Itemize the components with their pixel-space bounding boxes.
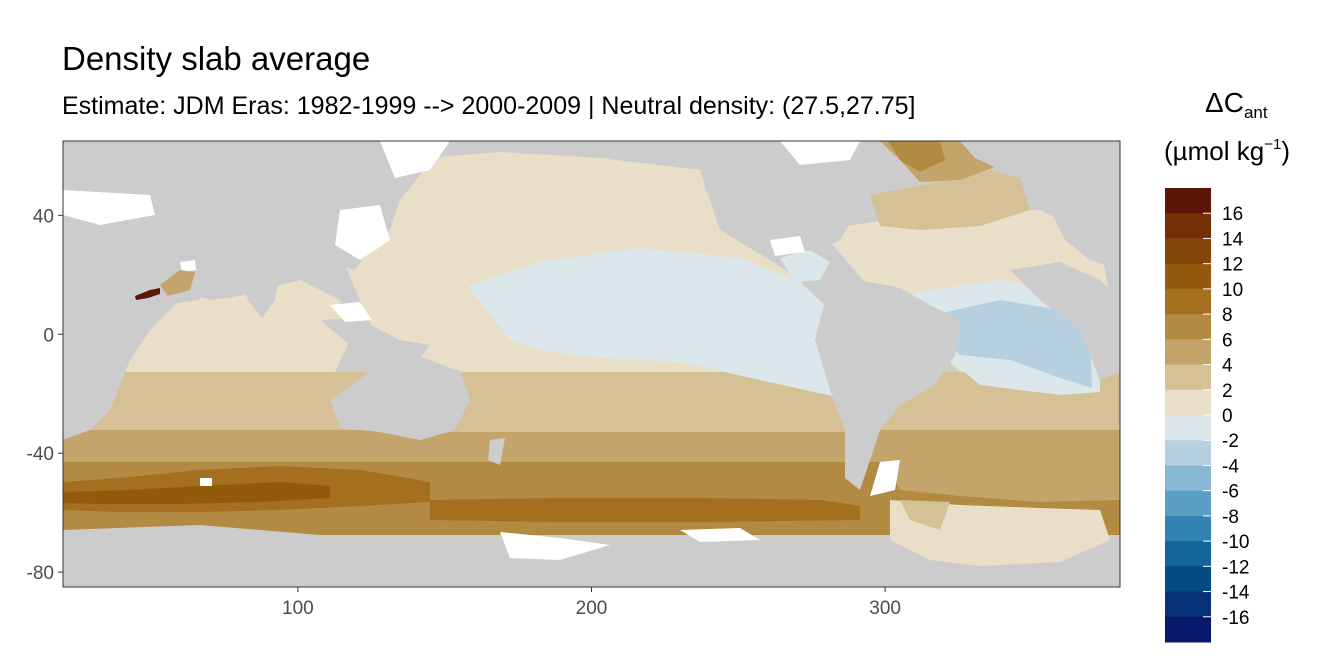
legend-title: ΔCant bbox=[1205, 87, 1268, 122]
legend-label: 12 bbox=[1222, 255, 1243, 276]
west-africa-land bbox=[1010, 262, 1120, 380]
map-panel bbox=[63, 141, 1120, 587]
no-data-antarctic-coast bbox=[680, 528, 760, 542]
south-pacific-subtropics bbox=[440, 378, 850, 432]
legend-label: -4 bbox=[1222, 456, 1239, 477]
y-tick-label: 40 bbox=[33, 206, 54, 227]
legend-color-swatch bbox=[1165, 490, 1211, 517]
legend-color-swatch bbox=[1165, 415, 1211, 441]
australia-land bbox=[330, 362, 470, 440]
legend-color-swatch bbox=[1165, 339, 1211, 366]
legend-color-swatch bbox=[1165, 541, 1211, 567]
no-data-arctic bbox=[380, 141, 450, 178]
no-data-persian-gulf bbox=[180, 260, 196, 272]
y-tick-label: -40 bbox=[27, 444, 54, 465]
chart-title: Density slab average bbox=[62, 40, 371, 77]
no-data-southern-island bbox=[200, 478, 212, 486]
legend-label: -12 bbox=[1222, 557, 1249, 578]
legend-label: 10 bbox=[1222, 280, 1243, 301]
no-data-indonesia bbox=[330, 302, 372, 322]
legend-color-swatch bbox=[1165, 188, 1211, 214]
x-axis: 100 200 300 bbox=[282, 587, 901, 619]
new-zealand-land bbox=[488, 438, 505, 465]
legend-color-swatch bbox=[1165, 566, 1211, 593]
y-tick-label: -80 bbox=[27, 563, 54, 584]
no-data-gulf-of-mexico bbox=[770, 236, 805, 256]
legend-color-swatch bbox=[1165, 465, 1211, 492]
x-tick-label: 100 bbox=[282, 598, 314, 619]
legend-label: 8 bbox=[1222, 305, 1233, 326]
no-data-hudson bbox=[780, 141, 860, 165]
legend-color-swatch bbox=[1165, 364, 1211, 391]
legend-labels: 16 14 12 10 8 6 4 2 0 -2 -4 -6 -8 -10 -12 -14 -16 bbox=[1203, 204, 1250, 629]
legend-label: 16 bbox=[1222, 204, 1243, 225]
legend-label: 0 bbox=[1222, 406, 1233, 427]
north-atlantic-labrador-core bbox=[888, 141, 945, 172]
no-data-ross-sea bbox=[500, 532, 610, 560]
south-america-land bbox=[815, 280, 960, 490]
legend-color-swatch bbox=[1165, 389, 1211, 416]
north-atlantic-subpolar bbox=[870, 170, 1030, 230]
legend-label: -16 bbox=[1222, 608, 1249, 629]
legend-label: -2 bbox=[1222, 431, 1239, 452]
maritime-continent bbox=[320, 318, 430, 358]
north-america-land bbox=[700, 141, 880, 252]
legend-color-swatch bbox=[1165, 238, 1211, 265]
weddell-sea bbox=[890, 500, 1110, 566]
argentine-basin bbox=[880, 436, 1120, 502]
india-land bbox=[240, 270, 280, 318]
legend-label: 6 bbox=[1222, 330, 1233, 351]
no-data-sea-of-okhotsk bbox=[335, 205, 390, 260]
legend-label: 14 bbox=[1222, 229, 1244, 250]
atlantic-tropical-negative bbox=[920, 300, 1092, 388]
legend-color-swatch bbox=[1165, 263, 1211, 290]
legend-label: -6 bbox=[1222, 482, 1239, 503]
no-data-weddell bbox=[870, 460, 900, 496]
legend-color-swatch bbox=[1165, 288, 1211, 315]
legend-color-swatch bbox=[1165, 213, 1211, 239]
pacific-sector-core bbox=[430, 498, 860, 522]
weddell-sea-inner bbox=[900, 500, 950, 530]
asia-land bbox=[180, 141, 440, 282]
no-data-mediterranean bbox=[63, 190, 155, 225]
x-tick-label: 200 bbox=[576, 598, 608, 619]
legend-label: 2 bbox=[1222, 381, 1233, 402]
red-sea-outflow bbox=[135, 288, 160, 300]
legend: ΔCant (µmol kg−1) 16 14 12 10 8 6 4 2 0 -2 -4 -6 -8 -… bbox=[1164, 87, 1290, 643]
legend-label: 4 bbox=[1222, 356, 1233, 377]
legend-label: -14 bbox=[1222, 583, 1250, 604]
x-tick-label: 300 bbox=[869, 598, 901, 619]
caribbean-negative bbox=[780, 250, 830, 282]
legend-unit: (µmol kg−1) bbox=[1164, 136, 1290, 166]
legend-color-swatch bbox=[1165, 314, 1211, 340]
y-tick-label: 0 bbox=[43, 325, 54, 346]
legend-color-swatch bbox=[1165, 515, 1211, 542]
legend-color-swatch bbox=[1165, 591, 1211, 618]
europe-land bbox=[1030, 141, 1120, 270]
y-axis: 40 0 -40 -80 bbox=[27, 206, 63, 584]
legend-colorbar bbox=[1165, 188, 1211, 643]
antarctica-land bbox=[63, 525, 1120, 587]
equatorial-pacific-negative bbox=[468, 248, 850, 400]
gulf-of-aden bbox=[160, 270, 195, 296]
legend-color-swatch bbox=[1165, 440, 1211, 466]
chart-subtitle: Estimate: JDM Eras: 1982-1999 --> 2000-2… bbox=[62, 92, 916, 120]
legend-color-swatch bbox=[1165, 616, 1211, 643]
legend-label: -10 bbox=[1222, 532, 1249, 553]
southern-core-darkest-patch bbox=[63, 482, 330, 504]
legend-label: -8 bbox=[1222, 507, 1239, 528]
